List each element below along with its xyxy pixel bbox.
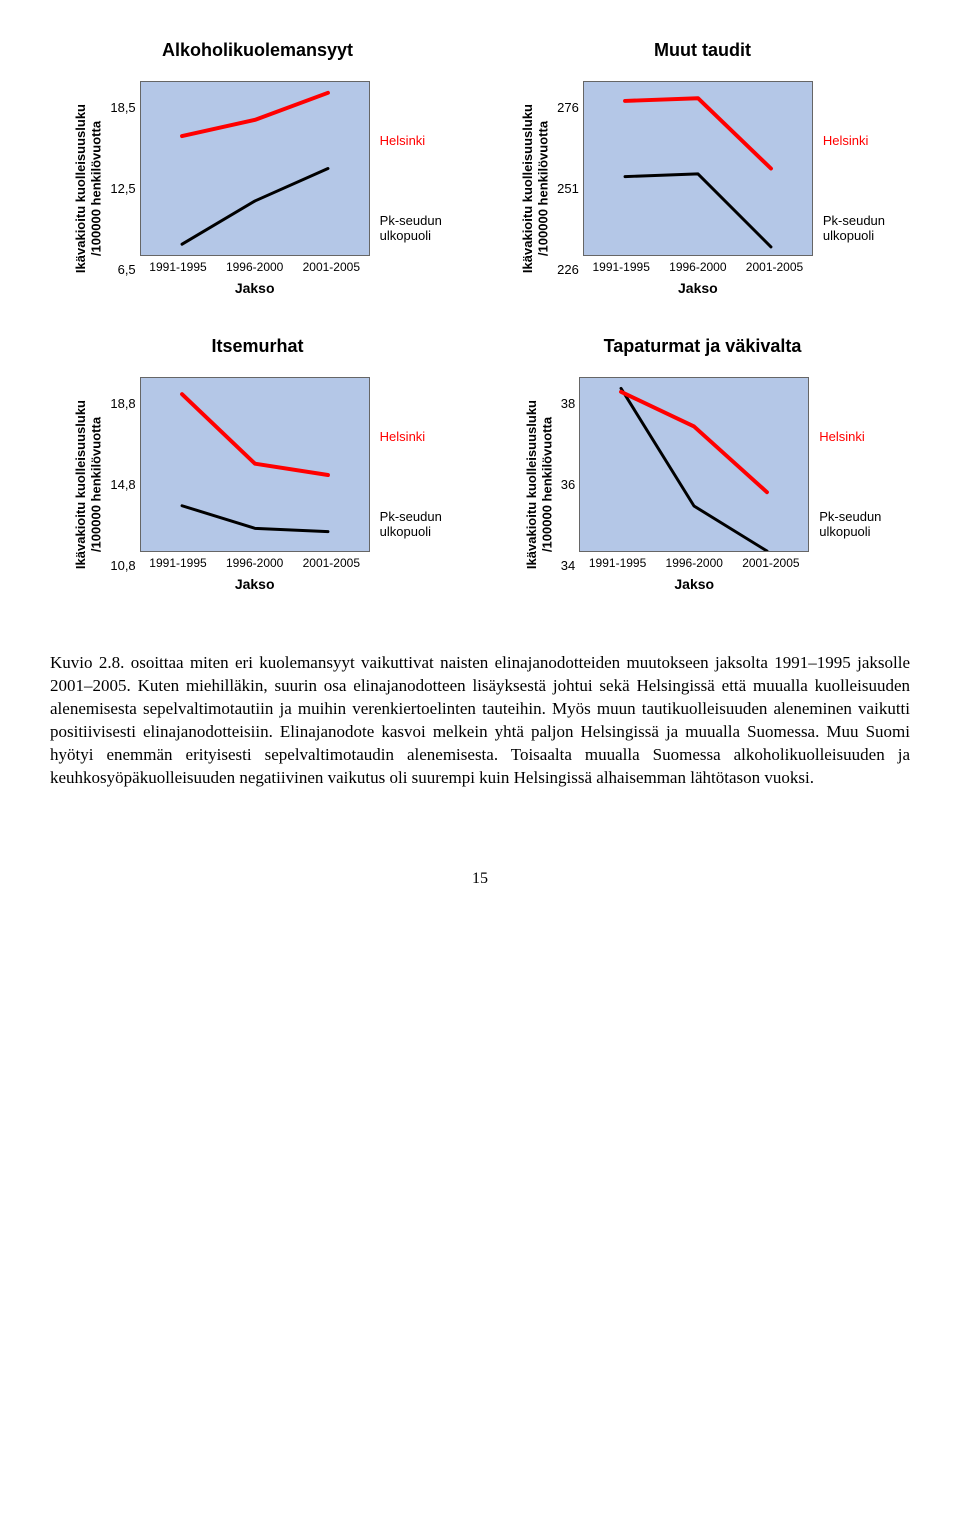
legend: Helsinki Pk-seudunulkopuoli	[380, 81, 442, 296]
legend-pk: Pk-seudunulkopuoli	[380, 509, 442, 540]
chart-title: Tapaturmat ja väkivalta	[604, 336, 802, 357]
legend-pk: Pk-seudunulkopuoli	[380, 213, 442, 244]
y-axis-label: Ikävakioitu kuolleisuusluku/100000 henki…	[524, 400, 555, 569]
y-axis-ticks: 18,5 12,5 6,5	[110, 101, 135, 276]
charts-grid: Alkoholikuolemansyyt Ikävakioitu kuollei…	[50, 40, 910, 592]
x-axis-ticks: 1991-1995 1996-2000 2001-2005	[579, 556, 809, 570]
legend-helsinki: Helsinki	[823, 133, 885, 148]
plot-area	[583, 81, 813, 256]
x-axis-ticks: 1991-1995 1996-2000 2001-2005	[140, 260, 370, 274]
x-axis-ticks: 1991-1995 1996-2000 2001-2005	[140, 556, 370, 570]
caption-paragraph: Kuvio 2.8. osoittaa miten eri kuolemansy…	[50, 652, 910, 790]
chart-title: Alkoholikuolemansyyt	[162, 40, 353, 61]
plot-area	[140, 377, 370, 552]
chart-muut-taudit: Muut taudit Ikävakioitu kuolleisuusluku/…	[495, 40, 910, 296]
chart-itsemurhat: Itsemurhat Ikävakioitu kuolleisuusluku/1…	[50, 336, 465, 592]
y-axis-ticks: 18,8 14,8 10,8	[110, 397, 135, 572]
legend-pk: Pk-seudunulkopuoli	[819, 509, 881, 540]
x-axis-ticks: 1991-1995 1996-2000 2001-2005	[583, 260, 813, 274]
y-axis-label: Ikävakioitu kuolleisuusluku/100000 henki…	[520, 104, 551, 273]
page-number: 15	[50, 870, 910, 888]
y-axis-ticks: 38 36 34	[561, 397, 575, 572]
chart-tapaturmat: Tapaturmat ja väkivalta Ikävakioitu kuol…	[495, 336, 910, 592]
legend-helsinki: Helsinki	[380, 429, 442, 444]
legend-pk: Pk-seudunulkopuoli	[823, 213, 885, 244]
legend: Helsinki Pk-seudunulkopuoli	[380, 377, 442, 592]
y-axis-ticks: 276 251 226	[557, 101, 579, 276]
chart-title: Itsemurhat	[211, 336, 303, 357]
y-axis-label: Ikävakioitu kuolleisuusluku/100000 henki…	[73, 104, 104, 273]
x-axis-label: Jakso	[235, 280, 275, 296]
legend: Helsinki Pk-seudunulkopuoli	[823, 81, 885, 296]
plot-area	[140, 81, 370, 256]
legend-helsinki: Helsinki	[819, 429, 881, 444]
chart-title: Muut taudit	[654, 40, 751, 61]
legend-helsinki: Helsinki	[380, 133, 442, 148]
x-axis-label: Jakso	[235, 576, 275, 592]
y-axis-label: Ikävakioitu kuolleisuusluku/100000 henki…	[73, 400, 104, 569]
legend: Helsinki Pk-seudunulkopuoli	[819, 377, 881, 592]
chart-alkoholi: Alkoholikuolemansyyt Ikävakioitu kuollei…	[50, 40, 465, 296]
plot-area	[579, 377, 809, 552]
x-axis-label: Jakso	[678, 280, 718, 296]
x-axis-label: Jakso	[674, 576, 714, 592]
